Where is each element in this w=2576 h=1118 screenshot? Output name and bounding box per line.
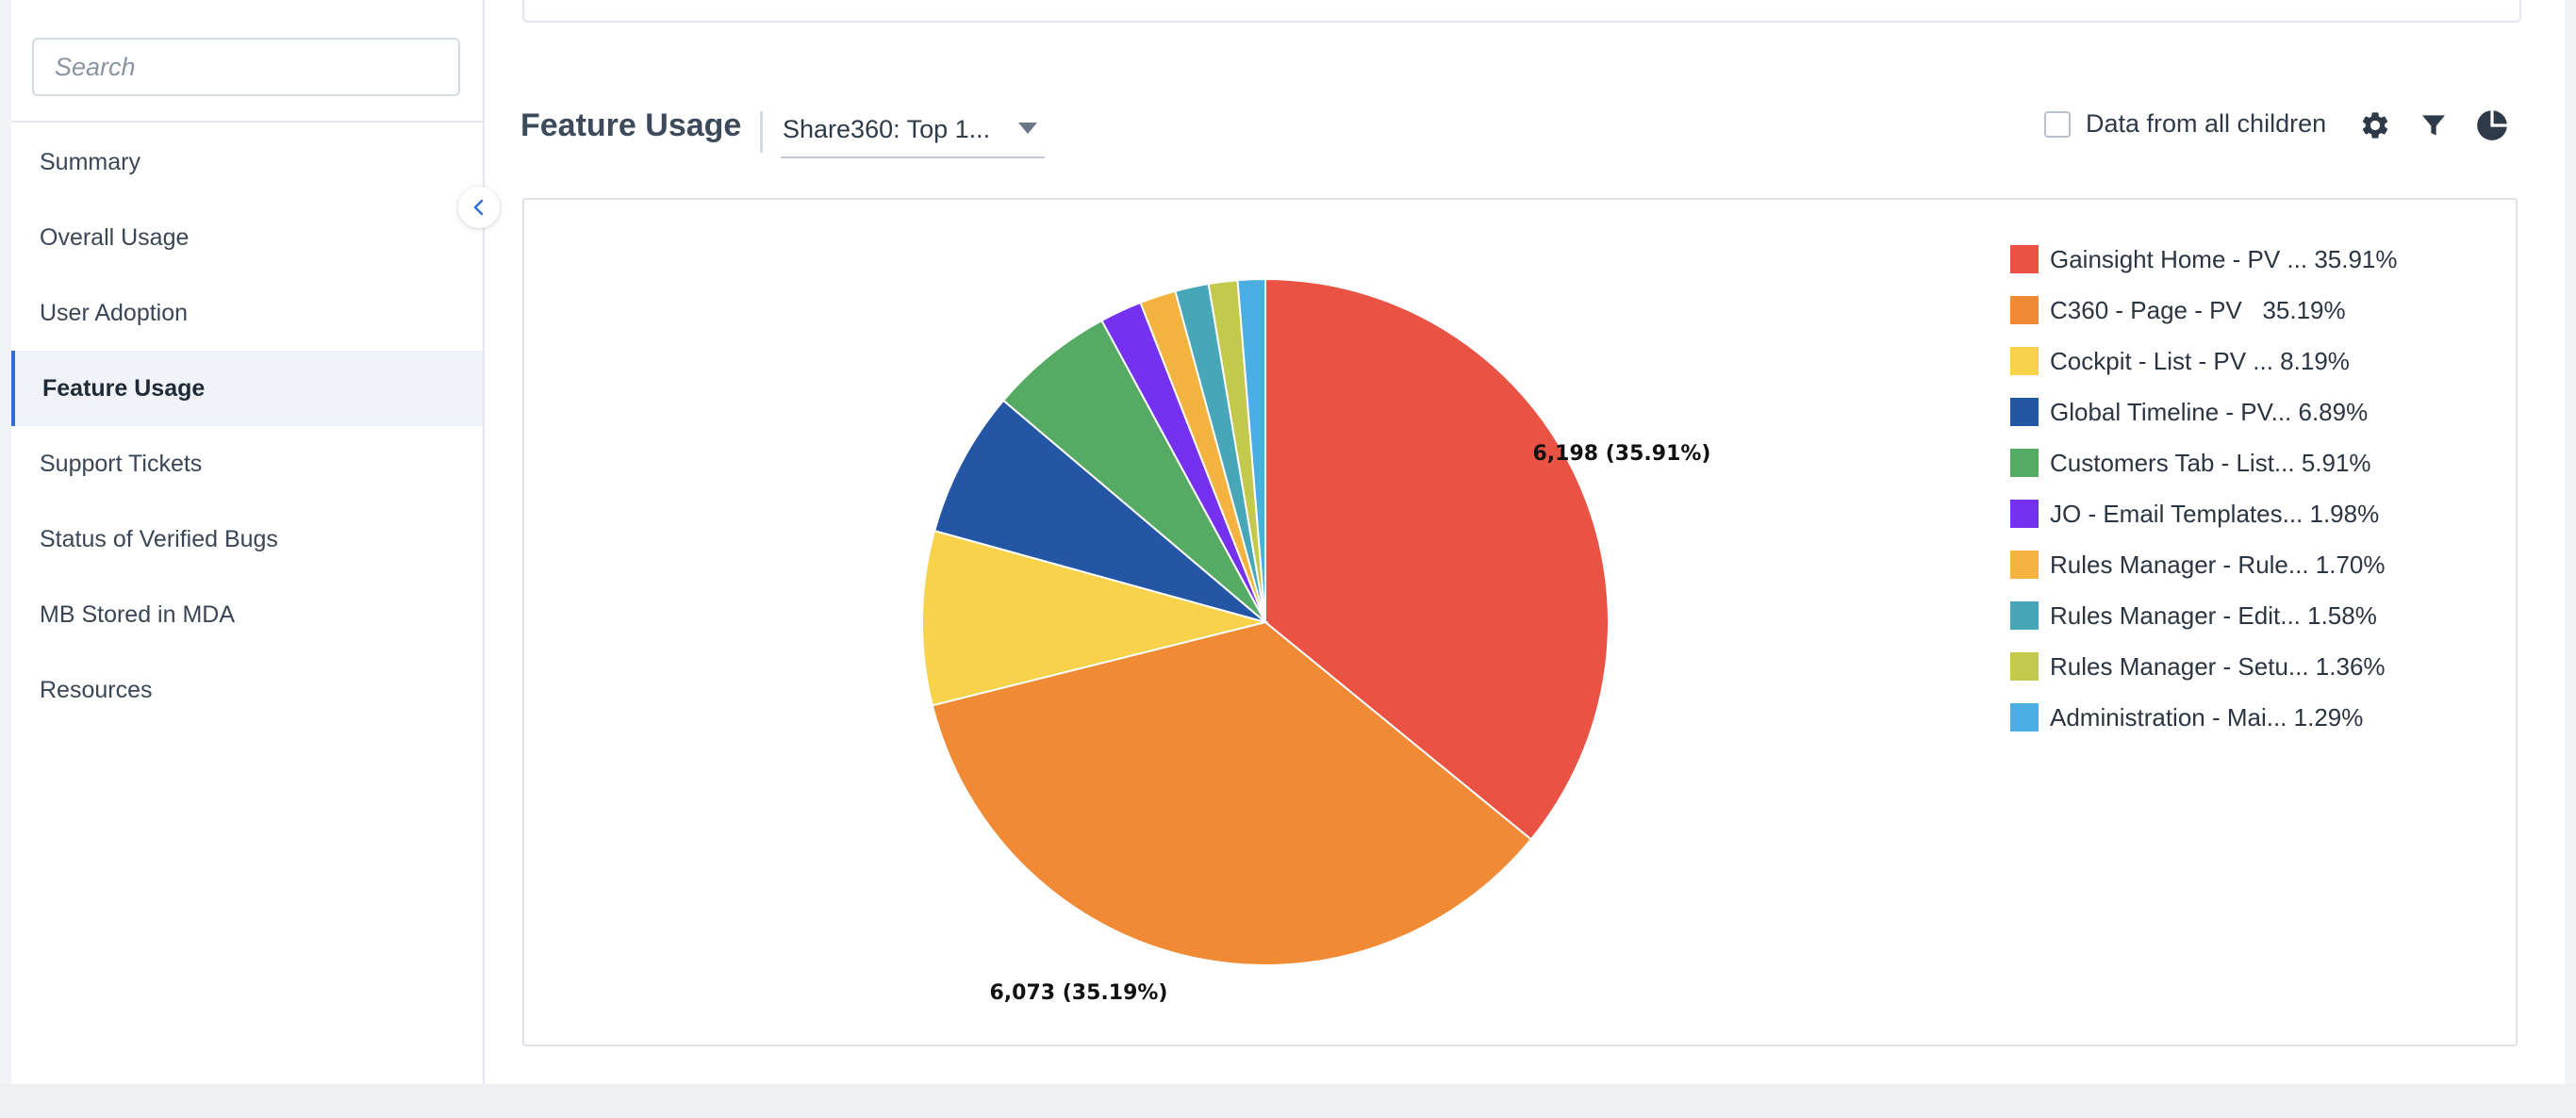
legend-label: Cockpit - List - PV ... 8.19%	[2050, 346, 2350, 375]
pie-slice[interactable]	[1264, 277, 1610, 841]
legend-item[interactable]: Cockpit - List - PV ... 8.19%	[2010, 336, 2501, 386]
legend-label: C360 - Page - PV 35.19%	[2050, 295, 2346, 324]
data-from-all-children-checkbox[interactable]	[2044, 110, 2071, 138]
page-footer-strip	[0, 1084, 2576, 1118]
filter-icon[interactable]	[2414, 106, 2453, 145]
legend-label: Gainsight Home - PV ... 35.91%	[2050, 244, 2398, 273]
legend-swatch	[2010, 652, 2039, 681]
legend-label: Customers Tab - List... 5.91%	[2050, 448, 2371, 477]
legend-label: Rules Manager - Rule... 1.70%	[2050, 550, 2386, 579]
sidebar-nav: Summary Overall Usage User Adoption Feature…	[11, 124, 483, 728]
legend-swatch	[2010, 347, 2039, 375]
caret-down-icon	[1018, 123, 1037, 134]
pie-chart-icon[interactable]	[2472, 106, 2512, 145]
pie-data-label: 6,198 (35.91%)	[1533, 442, 1711, 466]
sidebar-item-mb-stored-in-mda[interactable]: MB Stored in MDA	[40, 601, 236, 628]
legend-swatch	[2010, 398, 2039, 426]
pie-chart: 6,198 (35.91%) 6,073 (35.19%)	[921, 277, 1711, 1005]
gear-icon[interactable]	[2355, 106, 2395, 145]
legend-item[interactable]: Gainsight Home - PV ... 35.91%	[2010, 234, 2501, 285]
pie-slice[interactable]	[1001, 319, 1266, 623]
pie-slice[interactable]	[931, 620, 1533, 966]
legend-item[interactable]: Customers Tab - List... 5.91%	[2010, 437, 2501, 488]
legend-item[interactable]: Rules Manager - Setu... 1.36%	[2010, 641, 2501, 692]
legend-item[interactable]: JO - Email Templates... 1.98%	[2010, 488, 2501, 539]
legend-label: Global Timeline - PV... 6.89%	[2050, 397, 2369, 426]
chart-card: 6,198 (35.91%) 6,073 (35.19%) Gainsight H…	[522, 198, 2518, 1046]
legend-label: JO - Email Templates... 1.98%	[2050, 499, 2380, 528]
sidebar-item-feature-usage[interactable]: Feature Usage	[11, 351, 483, 426]
legend-swatch	[2010, 601, 2039, 630]
sidebar-item-overall-usage[interactable]: Overall Usage	[40, 224, 190, 251]
legend-item[interactable]: Administration - Mai... 1.29%	[2010, 692, 2501, 743]
pie-slice[interactable]	[1236, 277, 1266, 623]
legend-item[interactable]: Global Timeline - PV... 6.89%	[2010, 386, 2501, 437]
sidebar: Summary Overall Usage User Adoption Feature…	[11, 0, 485, 1101]
pie-slice[interactable]	[933, 399, 1266, 623]
legend-item[interactable]: C360 - Page - PV 35.19%	[2010, 285, 2501, 336]
pie-slice[interactable]	[921, 529, 1269, 707]
legend-swatch	[2010, 551, 2039, 579]
sidebar-item-support-tickets[interactable]: Support Tickets	[40, 451, 203, 477]
sidebar-item-resources[interactable]: Resources	[40, 677, 153, 703]
search-input[interactable]	[32, 38, 460, 96]
chevron-left-icon	[473, 199, 484, 216]
search-area	[11, 0, 483, 123]
legend-label: Administration - Mai... 1.29%	[2050, 702, 2364, 732]
chart-legend: Gainsight Home - PV ... 35.91% C360 - Pag…	[2010, 234, 2501, 743]
data-from-all-children-toggle[interactable]: Data from all children	[2044, 109, 2326, 139]
report-select-value: Share360: Top 1...	[783, 115, 991, 143]
widget-header: Feature Usage Share360: Top 1... Data fr…	[520, 98, 2529, 158]
main-content: Feature Usage Share360: Top 1... Data fr…	[485, 0, 2565, 1101]
legend-swatch	[2010, 245, 2039, 273]
page-title: Feature Usage	[520, 107, 742, 143]
legend-item[interactable]: Rules Manager - Rule... 1.70%	[2010, 539, 2501, 590]
legend-swatch	[2010, 703, 2039, 732]
pie-data-label: 6,073 (35.19%)	[990, 981, 1168, 1005]
sidebar-item-summary[interactable]: Summary	[40, 149, 140, 175]
title-divider	[760, 111, 763, 153]
legend-swatch	[2010, 449, 2039, 477]
app-window: Summary Overall Usage User Adoption Feature…	[11, 0, 2565, 1101]
legend-label: Rules Manager - Setu... 1.36%	[2050, 651, 2386, 681]
collapse-sidebar-button[interactable]	[458, 187, 500, 228]
previous-card-edge	[522, 0, 2521, 23]
legend-label: Rules Manager - Edit... 1.58%	[2050, 600, 2377, 630]
legend-swatch	[2010, 296, 2039, 324]
sidebar-item-user-adoption[interactable]: User Adoption	[40, 300, 189, 326]
legend-item[interactable]: Rules Manager - Edit... 1.58%	[2010, 590, 2501, 641]
sidebar-item-status-of-verified-bugs[interactable]: Status of Verified Bugs	[40, 526, 278, 552]
legend-swatch	[2010, 500, 2039, 528]
data-from-all-children-label: Data from all children	[2086, 109, 2327, 138]
report-select-dropdown[interactable]: Share360: Top 1...	[781, 100, 1045, 158]
